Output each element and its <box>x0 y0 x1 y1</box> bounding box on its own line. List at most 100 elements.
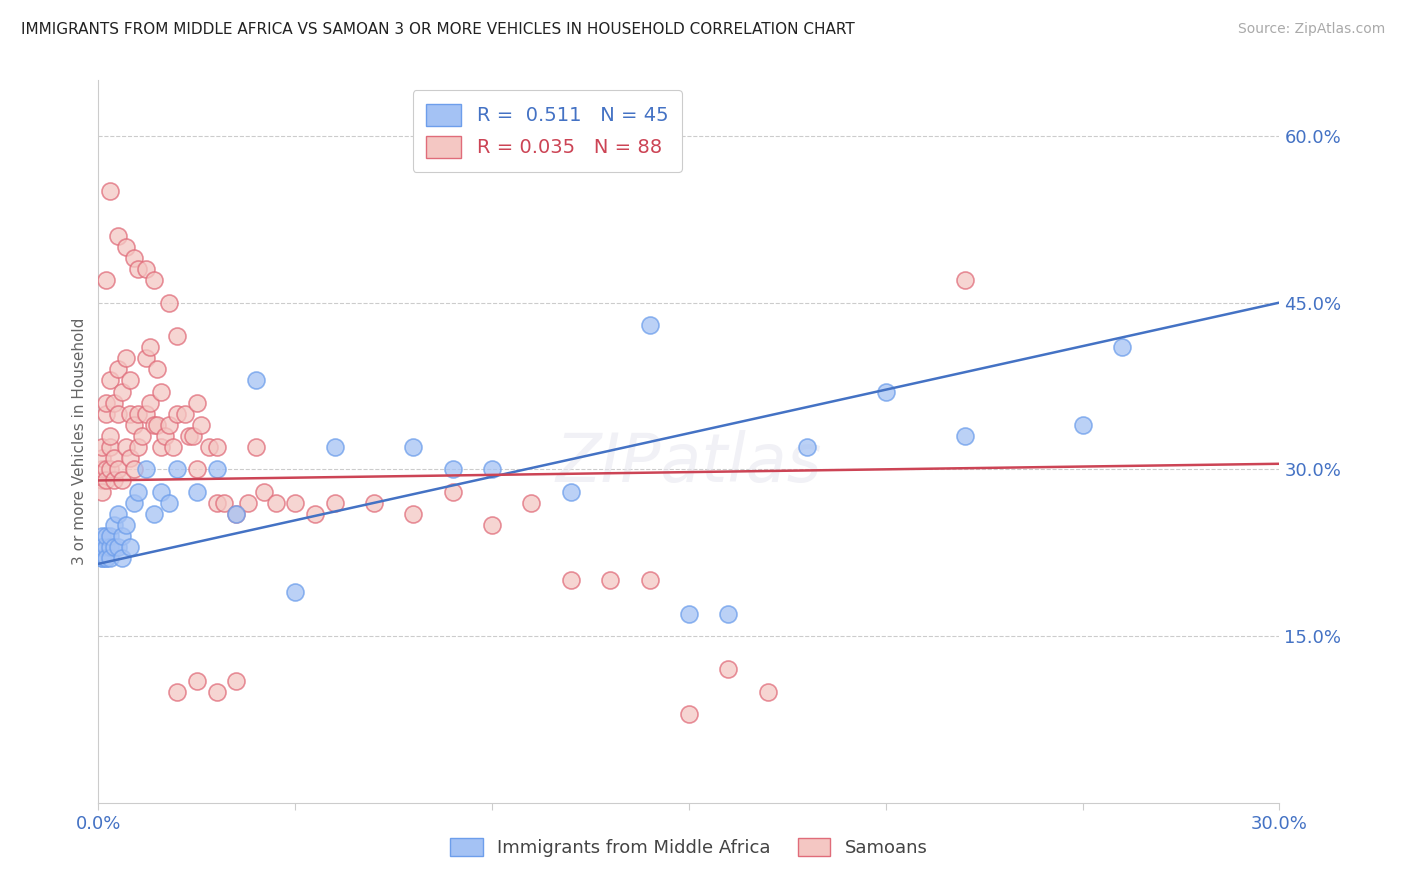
Point <box>323 440 346 454</box>
Point <box>162 440 184 454</box>
Point <box>138 340 160 354</box>
Point <box>107 462 129 476</box>
Point <box>111 529 134 543</box>
Point <box>118 407 141 421</box>
Point <box>138 395 160 409</box>
Point <box>150 384 173 399</box>
Point <box>118 373 141 387</box>
Point <box>135 462 157 476</box>
Point <box>127 262 149 277</box>
Point <box>205 684 228 698</box>
Point <box>103 451 125 466</box>
Point <box>717 607 740 621</box>
Point <box>115 517 138 532</box>
Point <box>245 440 267 454</box>
Point <box>323 496 346 510</box>
Point <box>520 496 543 510</box>
Point <box>253 484 276 499</box>
Point <box>142 507 165 521</box>
Text: Source: ZipAtlas.com: Source: ZipAtlas.com <box>1237 22 1385 37</box>
Point <box>103 395 125 409</box>
Point <box>186 484 208 499</box>
Point <box>96 551 118 566</box>
Point <box>131 429 153 443</box>
Point <box>402 507 425 521</box>
Point <box>174 407 197 421</box>
Point <box>166 684 188 698</box>
Point <box>115 440 138 454</box>
Point <box>186 395 208 409</box>
Point <box>166 407 188 421</box>
Point <box>98 540 121 554</box>
Point <box>98 440 121 454</box>
Point <box>186 673 208 688</box>
Point <box>111 551 134 566</box>
Point <box>756 684 779 698</box>
Point <box>186 462 208 476</box>
Point <box>91 451 114 466</box>
Point <box>953 273 976 287</box>
Point <box>953 429 976 443</box>
Point <box>135 351 157 366</box>
Point <box>96 407 118 421</box>
Point <box>205 440 228 454</box>
Point <box>96 551 118 566</box>
Point <box>157 417 180 432</box>
Point <box>157 496 180 510</box>
Point <box>1071 417 1094 432</box>
Point <box>115 351 138 366</box>
Point <box>197 440 219 454</box>
Point <box>91 529 114 543</box>
Point <box>122 417 145 432</box>
Point <box>118 540 141 554</box>
Point <box>127 407 149 421</box>
Point <box>98 462 121 476</box>
Point <box>150 484 173 499</box>
Point <box>107 540 129 554</box>
Point <box>1111 340 1133 354</box>
Point <box>441 484 464 499</box>
Legend: Immigrants from Middle Africa, Samoans: Immigrants from Middle Africa, Samoans <box>441 829 936 866</box>
Point <box>678 706 700 721</box>
Point <box>127 484 149 499</box>
Point <box>91 474 114 488</box>
Point <box>98 373 121 387</box>
Point <box>205 496 228 510</box>
Point <box>98 185 121 199</box>
Point <box>205 462 228 476</box>
Point <box>98 529 121 543</box>
Point <box>107 362 129 376</box>
Point <box>560 574 582 588</box>
Point <box>225 507 247 521</box>
Point <box>91 551 114 566</box>
Point <box>98 551 121 566</box>
Point <box>225 507 247 521</box>
Point <box>284 584 307 599</box>
Point <box>166 462 188 476</box>
Point <box>118 451 141 466</box>
Point <box>142 417 165 432</box>
Text: ZIPatlas: ZIPatlas <box>555 430 823 496</box>
Point <box>875 384 897 399</box>
Point <box>796 440 818 454</box>
Point <box>157 295 180 310</box>
Point <box>135 262 157 277</box>
Point <box>107 228 129 243</box>
Point <box>103 540 125 554</box>
Point <box>150 440 173 454</box>
Point <box>363 496 385 510</box>
Point <box>678 607 700 621</box>
Point <box>91 462 114 476</box>
Point <box>304 507 326 521</box>
Point <box>236 496 259 510</box>
Point <box>402 440 425 454</box>
Point <box>142 273 165 287</box>
Point <box>107 507 129 521</box>
Point <box>638 574 661 588</box>
Point <box>111 384 134 399</box>
Point <box>717 662 740 676</box>
Point <box>638 318 661 332</box>
Point <box>177 429 200 443</box>
Point <box>135 407 157 421</box>
Point <box>96 395 118 409</box>
